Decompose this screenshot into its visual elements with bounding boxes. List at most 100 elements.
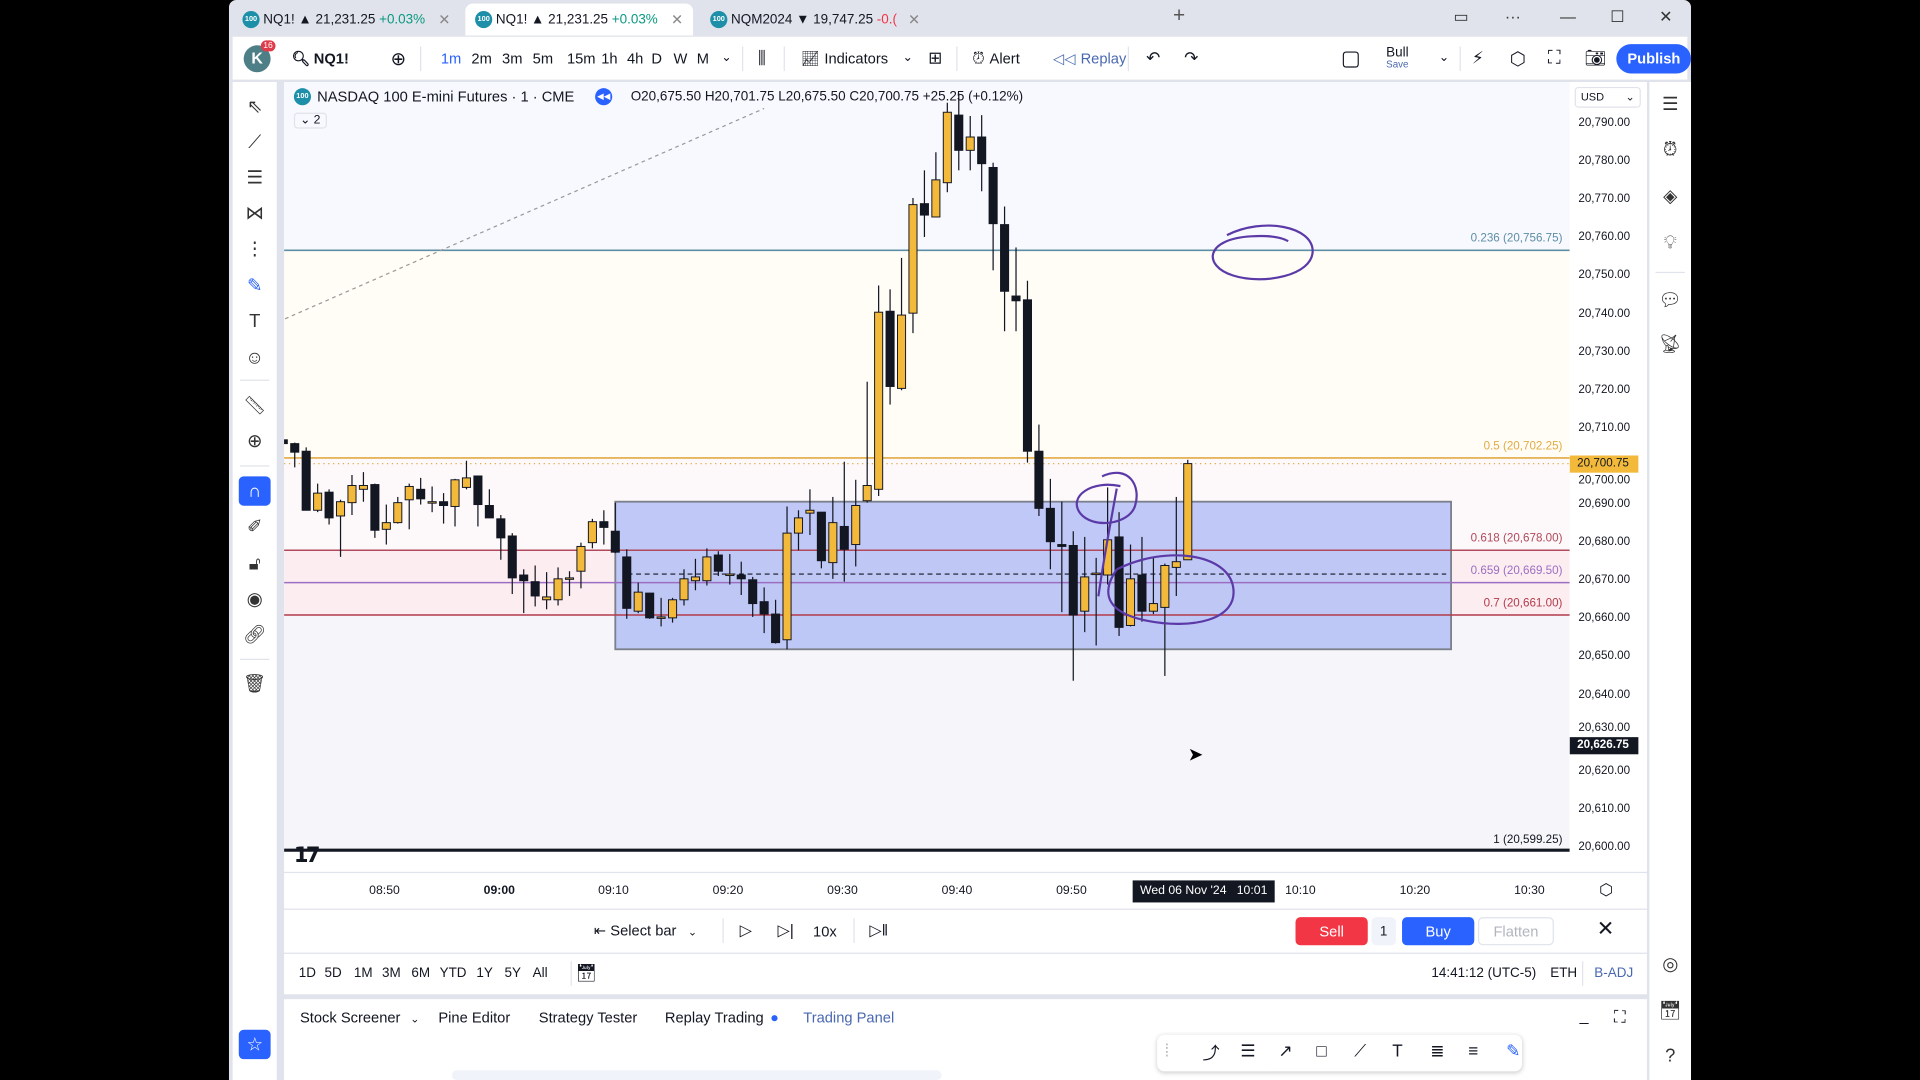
fullscreen-icon[interactable]: ⛶ bbox=[1547, 47, 1561, 69]
compare-add-icon[interactable]: ⊕ bbox=[390, 48, 407, 70]
bottom-tab-stock-screener[interactable]: Stock Screener ⌄ bbox=[300, 1009, 420, 1026]
templates-grid-icon[interactable]: ⊞ bbox=[928, 47, 943, 68]
symbol-title[interactable]: NASDAQ 100 E-mini Futures · 1 · CME bbox=[317, 88, 575, 106]
indicators-chevron-icon[interactable]: ⌄ bbox=[902, 51, 913, 65]
path-icon[interactable]: ⤴ bbox=[1202, 1043, 1220, 1063]
publish-button[interactable]: Publish bbox=[1616, 37, 1692, 80]
interval-1h[interactable]: 1h bbox=[601, 49, 618, 67]
magnet-icon[interactable]: ∩ bbox=[238, 476, 271, 506]
redo-icon[interactable]: ↷ bbox=[1184, 47, 1199, 68]
clock-readout[interactable]: 14:41:12 (UTC-5) bbox=[1431, 966, 1537, 981]
close-tab-icon[interactable]: ✕ bbox=[438, 11, 451, 29]
panel-scrollbar[interactable] bbox=[451, 1070, 942, 1080]
currency-select[interactable]: USD ⌄ bbox=[1574, 86, 1641, 108]
range-YTD[interactable]: YTD bbox=[439, 966, 467, 981]
link-icon[interactable]: 🔗︎ bbox=[243, 624, 267, 646]
loop-annotation[interactable] bbox=[1075, 471, 1138, 597]
close-replay-icon[interactable]: ✕ bbox=[1596, 917, 1615, 941]
emoji-icon[interactable]: ☺ bbox=[245, 347, 265, 368]
collapse-indicators-button[interactable]: ⌄ 2 bbox=[293, 112, 327, 129]
layers-icon[interactable]: ◈ bbox=[1663, 186, 1678, 207]
indicators-button[interactable]: 📈︎ Indicators bbox=[801, 37, 888, 80]
layout-square-icon[interactable]: ▢ bbox=[1340, 45, 1361, 70]
bottom-tab-pine-editor[interactable]: Pine Editor bbox=[438, 1009, 510, 1026]
quantity-field[interactable]: 1 bbox=[1371, 917, 1396, 946]
range-5Y[interactable]: 5Y bbox=[504, 966, 521, 981]
trend-line[interactable] bbox=[284, 107, 765, 321]
trash-icon[interactable]: 🗑︎ bbox=[243, 673, 267, 695]
sell-button[interactable]: Sell bbox=[1295, 917, 1368, 946]
broadcast-icon[interactable]: 📡︎ bbox=[1658, 334, 1682, 356]
eye-icon[interactable]: ◉ bbox=[246, 588, 263, 610]
brush-icon[interactable]: ✎ bbox=[246, 275, 263, 297]
buy-button[interactable]: Buy bbox=[1402, 917, 1475, 946]
cursor-icon[interactable]: ⇖ bbox=[246, 96, 263, 118]
layout-save-button[interactable]: Bull Save bbox=[1386, 37, 1408, 80]
undo-icon[interactable]: ↶ bbox=[1146, 47, 1161, 68]
calendar-icon[interactable]: 📅︎ bbox=[1658, 1000, 1682, 1022]
lock-drawing-icon[interactable]: ✐ bbox=[246, 516, 263, 538]
layout-window-icon[interactable]: ▭ bbox=[1453, 7, 1469, 26]
text-icon[interactable]: T bbox=[1392, 1040, 1403, 1061]
price-chart[interactable]: 0.236 (20,756.75) 0.5 (20,702.25) 0.618 (2… bbox=[284, 82, 1570, 872]
line-icon[interactable]: ⟋ bbox=[1354, 1040, 1367, 1061]
maximize-panel-icon[interactable]: ⛶ bbox=[1613, 1006, 1626, 1027]
more-icon[interactable]: ··· bbox=[1504, 7, 1521, 26]
rectangle-icon[interactable]: □ bbox=[1316, 1040, 1327, 1061]
jump-to-realtime-icon[interactable]: ▷‖ bbox=[869, 920, 889, 940]
play-icon[interactable]: ▷ bbox=[739, 920, 752, 940]
select-bar-button[interactable]: ⇤ Select bar ⌄ bbox=[594, 922, 697, 939]
range-1M[interactable]: 1M bbox=[353, 966, 373, 981]
range-5D[interactable]: 5D bbox=[324, 966, 342, 981]
fib-channel-icon[interactable]: ≣ bbox=[1430, 1040, 1445, 1061]
camera-icon[interactable]: 📷︎ bbox=[1584, 47, 1607, 68]
new-tab-button[interactable]: + bbox=[1173, 3, 1186, 27]
flatten-button[interactable]: Flatten bbox=[1477, 917, 1554, 946]
alert-button[interactable]: ⏰︎ Alert bbox=[972, 37, 1020, 80]
session-toggle[interactable]: ETH bbox=[1550, 966, 1578, 981]
idea-icon[interactable]: 💡︎ bbox=[1663, 232, 1677, 253]
layout-chevron-icon[interactable]: ⌄ bbox=[1438, 51, 1450, 65]
range-6M[interactable]: 6M bbox=[411, 966, 431, 981]
interval-W[interactable]: W bbox=[673, 49, 688, 67]
replay-speed[interactable]: 10x bbox=[813, 923, 837, 941]
interval-2m[interactable]: 2m bbox=[471, 49, 492, 67]
step-forward-icon[interactable]: ▷| bbox=[777, 920, 794, 940]
close-tab-icon[interactable]: ✕ bbox=[907, 11, 921, 29]
close-tab-icon[interactable]: ✕ bbox=[670, 11, 684, 29]
lock-icon[interactable]: 🔓︎ bbox=[248, 552, 261, 574]
bottom-tab-strategy-tester[interactable]: Strategy Tester bbox=[539, 1009, 638, 1026]
interval-5m[interactable]: 5m bbox=[532, 49, 554, 67]
minimize-button[interactable]: — bbox=[1560, 7, 1576, 26]
avatar[interactable]: K 16 bbox=[243, 37, 276, 80]
tab-2[interactable]: 100 NQ1! ▲ 21,231.25 +0.03% ✕ bbox=[465, 3, 694, 36]
interval-chevron-icon[interactable]: ⌄ bbox=[721, 51, 732, 65]
xabcd-pattern-icon[interactable]: ⋈ bbox=[245, 203, 264, 225]
minimize-panel-icon[interactable]: _ bbox=[1579, 1006, 1589, 1025]
range-1Y[interactable]: 1Y bbox=[476, 966, 493, 981]
alarm-icon[interactable]: ⏰︎ bbox=[1663, 138, 1678, 160]
bottom-tab-trading-panel[interactable]: Trading Panel bbox=[803, 1009, 894, 1026]
candle-type-icon[interactable]: ⫼ bbox=[757, 47, 766, 68]
range-rectangle[interactable] bbox=[614, 500, 1453, 651]
tab-3[interactable]: 100 NQM2024 ▼ 19,747.25 -0.(✕ bbox=[700, 4, 930, 36]
ellipse-annotation[interactable] bbox=[1211, 224, 1314, 281]
symbol-search[interactable]: 🔍︎ NQ1! bbox=[291, 37, 348, 80]
arrow-icon[interactable]: ↗ bbox=[1278, 1040, 1293, 1061]
chat-icon[interactable]: 💬︎ bbox=[1658, 290, 1682, 312]
interval-D[interactable]: D bbox=[651, 49, 663, 67]
adjustment-toggle[interactable]: B-ADJ bbox=[1594, 966, 1634, 981]
bottom-tab-replay-trading[interactable]: Replay Trading bbox=[665, 1009, 778, 1026]
replay-mode-icon[interactable]: ◀◀ bbox=[595, 88, 613, 106]
interval-3m[interactable]: 3m bbox=[502, 49, 523, 67]
quick-search-icon[interactable]: ⚡︎ bbox=[1471, 47, 1484, 68]
zoom-in-icon[interactable]: ⊕ bbox=[246, 431, 263, 452]
interval-4h[interactable]: 4h bbox=[626, 49, 644, 67]
circle-annotation[interactable] bbox=[1107, 554, 1235, 625]
brush-icon[interactable]: ✎ bbox=[1506, 1040, 1521, 1061]
interval-M[interactable]: M bbox=[696, 49, 709, 67]
close-window-button[interactable]: ✕ bbox=[1659, 7, 1673, 26]
time-axis[interactable]: Wed 06 Nov '24 10:01 ⬡ 08:50 09:00 09:10 09… bbox=[284, 871, 1647, 909]
fib-lines-icon[interactable]: ☰ bbox=[1240, 1040, 1256, 1061]
fib-retracement-icon[interactable]: ☰ bbox=[246, 167, 263, 189]
